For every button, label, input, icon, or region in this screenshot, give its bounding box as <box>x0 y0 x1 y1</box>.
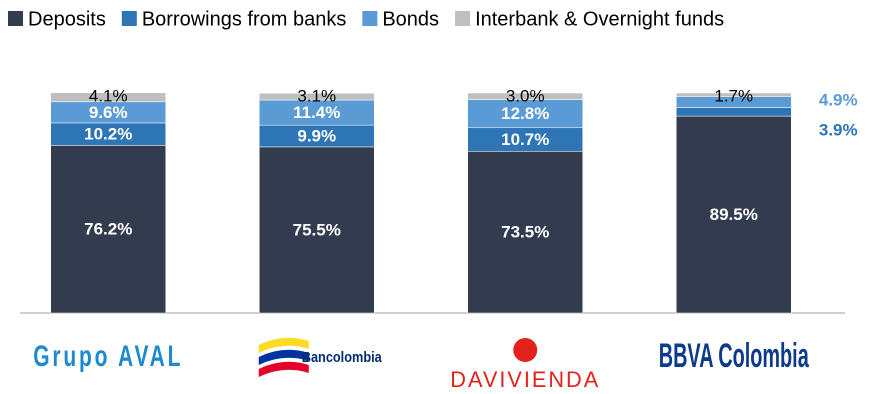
data-label: 9.6% <box>89 103 128 122</box>
legend-label: Bonds <box>382 8 439 30</box>
legend-label: Interbank & Overnight funds <box>475 8 724 30</box>
bar-segment <box>259 146 375 314</box>
legend-swatch <box>362 11 378 26</box>
data-label: 4.9% <box>819 90 858 109</box>
bar-segment <box>676 115 792 314</box>
data-label: 3.1% <box>297 87 336 106</box>
bar-segment <box>676 92 792 97</box>
logo-stripe <box>258 361 309 377</box>
category-logo: Bancolombia <box>302 349 383 366</box>
logo-mark <box>513 338 538 362</box>
bar-segment <box>50 145 166 314</box>
data-label: 4.1% <box>89 86 128 105</box>
legend-swatch <box>8 11 23 26</box>
legend-label: Borrowings from banks <box>142 8 347 30</box>
data-label: 12.8% <box>501 104 549 123</box>
legend-label: Deposits <box>28 8 106 30</box>
logo-stripe <box>258 349 309 365</box>
data-label: 89.5% <box>710 205 758 224</box>
data-label: 75.5% <box>293 220 341 239</box>
bar-segment <box>50 92 166 103</box>
bar-segment <box>467 99 583 129</box>
data-label: 10.2% <box>84 125 132 144</box>
data-label: 1.7% <box>714 86 753 105</box>
logo-mark <box>258 337 309 377</box>
bar-segment <box>259 99 375 126</box>
legend-swatch <box>455 11 471 26</box>
category-logo: Grupo AVAL <box>33 340 183 373</box>
bar-segment <box>259 92 375 101</box>
data-label: 10.7% <box>501 130 549 149</box>
logo-stripe <box>258 337 309 353</box>
bar-segment <box>676 107 792 117</box>
data-label: 9.9% <box>297 126 336 145</box>
category-logo: DAVIVIENDA <box>450 367 600 392</box>
data-label: 3.9% <box>819 120 858 139</box>
data-label: 73.5% <box>501 223 549 242</box>
bar-segment <box>467 151 583 314</box>
data-label: 11.4% <box>293 103 340 122</box>
bar-segment <box>467 92 583 100</box>
category-logo: BBVA Colombia <box>659 337 810 375</box>
data-label: 76.2% <box>84 220 132 239</box>
data-label: 3.0% <box>506 86 545 105</box>
legend-swatch <box>121 11 137 26</box>
